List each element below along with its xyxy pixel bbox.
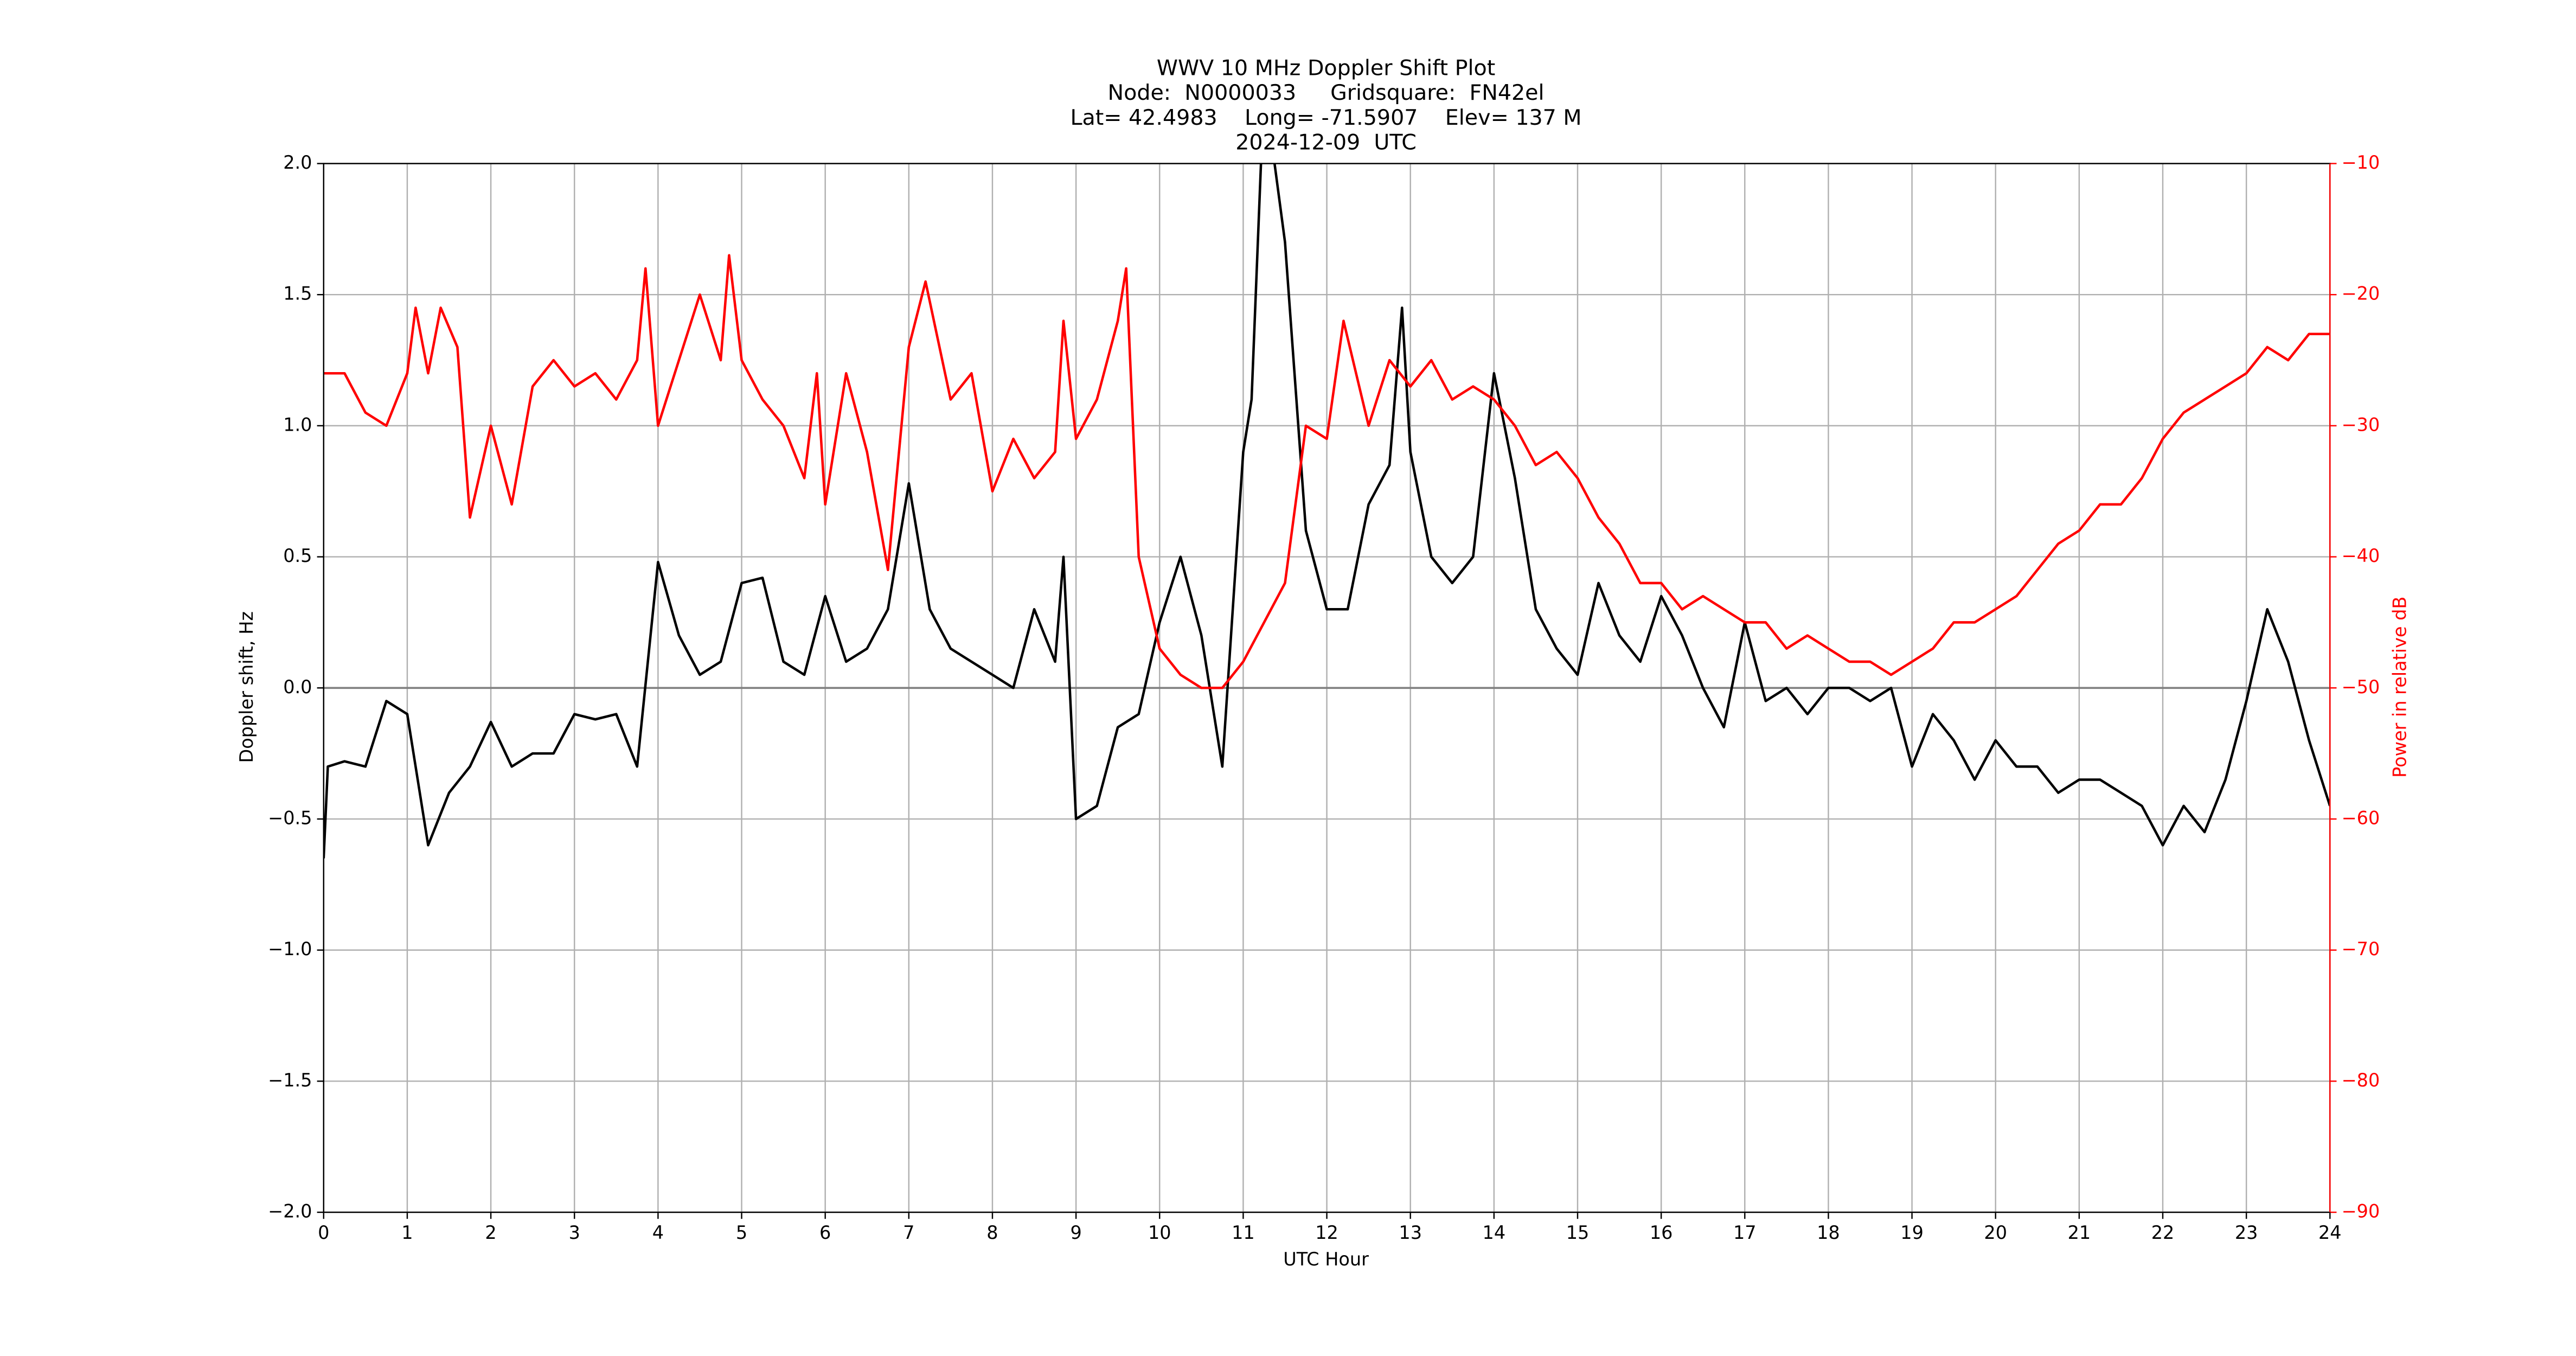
chart-title: Node: N0000033 Gridsquare: FN42el <box>1108 80 1545 105</box>
data-line <box>323 254 2330 689</box>
x-tick-label: 3 <box>569 1222 580 1243</box>
x-tick-label: 6 <box>819 1222 831 1243</box>
y-tick-label: 1.0 <box>283 414 312 435</box>
y2-tick-label: −90 <box>2342 1201 2380 1222</box>
y2-tick-label: −50 <box>2342 676 2380 698</box>
x-tick-label: 14 <box>1483 1222 1506 1243</box>
x-axis-label: UTC Hour <box>1283 1249 1369 1270</box>
chart-title: 2024-12-09 UTC <box>1235 130 1417 155</box>
y2-tick-label: −60 <box>2342 807 2380 828</box>
y-tick-label: 0.5 <box>283 545 312 566</box>
x-tick-label: 21 <box>2068 1222 2091 1243</box>
y-axis-label: Doppler shift, Hz <box>236 611 257 763</box>
x-tick-label: 8 <box>986 1222 998 1243</box>
x-tick-label: 2 <box>485 1222 496 1243</box>
x-tick-label: 22 <box>2151 1222 2175 1243</box>
x-tick-label: 7 <box>903 1222 914 1243</box>
x-tick-label: 0 <box>318 1222 329 1243</box>
y-tick-label: −1.0 <box>268 938 312 960</box>
data-line <box>323 163 2330 859</box>
x-tick-label: 18 <box>1817 1222 1840 1243</box>
y2-tick-label: −70 <box>2342 938 2380 960</box>
x-tick-label: 1 <box>401 1222 413 1243</box>
y-tick-label: −2.0 <box>268 1201 312 1222</box>
x-tick-label: 5 <box>736 1222 747 1243</box>
x-tick-label: 20 <box>1984 1222 2007 1243</box>
y2-tick-label: −40 <box>2342 545 2380 566</box>
y2-tick-label: −30 <box>2342 414 2380 435</box>
x-tick-label: 16 <box>1650 1222 1673 1243</box>
x-tick-label: 17 <box>1733 1222 1757 1243</box>
x-tick-label: 24 <box>2318 1222 2342 1243</box>
x-tick-label: 9 <box>1070 1222 1081 1243</box>
y2-tick-label: −20 <box>2342 283 2380 304</box>
x-tick-label: 4 <box>652 1222 664 1243</box>
x-tick-label: 19 <box>1900 1222 1924 1243</box>
x-tick-label: 23 <box>2235 1222 2258 1243</box>
y2-axis-label: Power in relative dB <box>2389 597 2411 778</box>
x-tick-label: 13 <box>1399 1222 1422 1243</box>
y2-tick-label: −10 <box>2342 152 2380 173</box>
y-tick-label: 0.0 <box>283 676 312 698</box>
y-tick-label: 1.5 <box>283 283 312 304</box>
y-tick-label: −0.5 <box>268 807 312 828</box>
x-tick-label: 15 <box>1566 1222 1590 1243</box>
y-tick-label: 2.0 <box>283 152 312 173</box>
x-tick-label: 12 <box>1315 1222 1338 1243</box>
y2-tick-label: −80 <box>2342 1070 2380 1091</box>
x-tick-label: 11 <box>1232 1222 1255 1243</box>
chart-title: WWV 10 MHz Doppler Shift Plot <box>1157 55 1495 80</box>
x-tick-label: 10 <box>1148 1222 1171 1243</box>
chart-title: Lat= 42.4983 Long= -71.5907 Elev= 137 M <box>1070 105 1581 130</box>
y-tick-label: −1.5 <box>268 1070 312 1091</box>
